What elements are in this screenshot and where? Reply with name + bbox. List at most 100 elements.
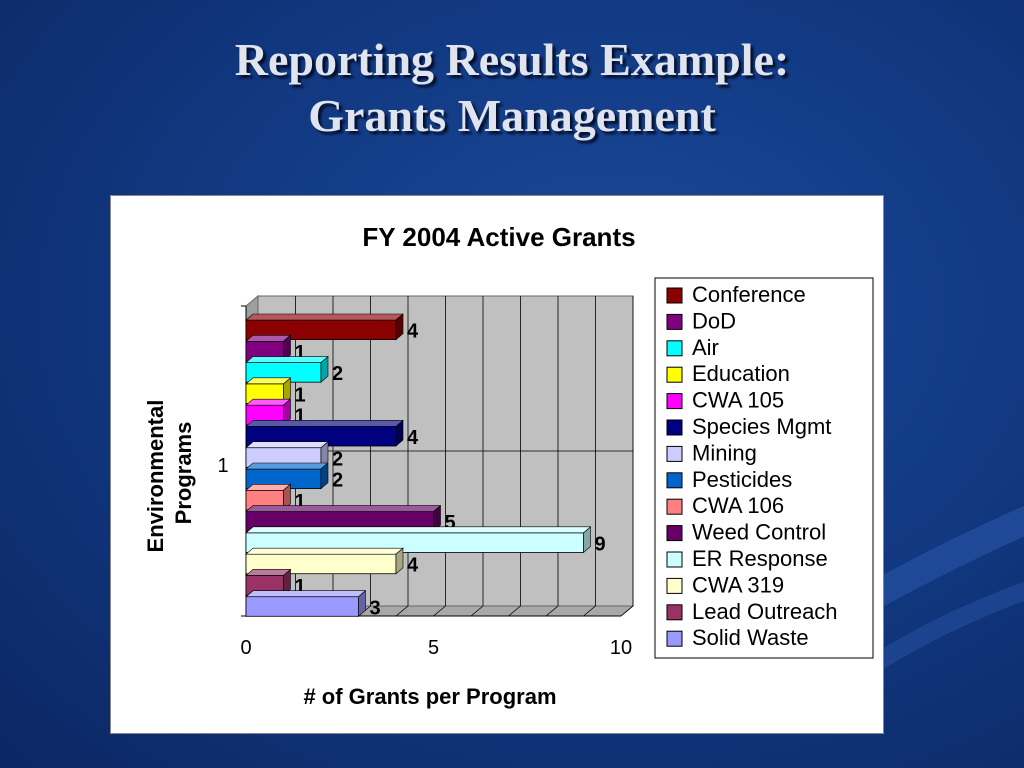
bar-top bbox=[245, 569, 292, 576]
floor-gridline bbox=[508, 605, 521, 617]
y-axis-label-line-2: Programs bbox=[171, 422, 196, 525]
data-label: 4 bbox=[407, 321, 419, 343]
bar-cwa-319: 4 bbox=[245, 547, 419, 577]
bar-weed-control: 5 bbox=[245, 504, 456, 534]
bar-conference: 4 bbox=[245, 313, 419, 343]
data-label: 1 bbox=[295, 406, 306, 428]
legend-label: Solid Waste bbox=[692, 625, 809, 650]
legend-swatch bbox=[666, 630, 683, 647]
legend-label: Education bbox=[692, 361, 790, 386]
slide-title-line-1: Reporting Results Example: bbox=[234, 34, 790, 85]
bar-top bbox=[245, 377, 292, 385]
legend-swatch bbox=[666, 445, 683, 462]
legend-item: Conference bbox=[666, 282, 806, 307]
legend-label: Pesticides bbox=[692, 467, 792, 492]
data-label: 9 bbox=[595, 533, 606, 555]
legend-item: ER Response bbox=[666, 546, 828, 571]
legend-swatch bbox=[666, 472, 683, 489]
bar-top bbox=[245, 462, 329, 470]
legend-label: CWA 319 bbox=[692, 572, 784, 597]
legend-label: CWA 105 bbox=[692, 388, 784, 413]
legend-item: Species Mgmt bbox=[666, 414, 831, 439]
data-label: 1 bbox=[295, 576, 306, 598]
bar-top bbox=[245, 334, 292, 342]
legend-item: Air bbox=[666, 335, 719, 360]
bar-lead-outreach: 1 bbox=[245, 568, 306, 598]
legend-swatch bbox=[666, 393, 683, 410]
bar-top bbox=[245, 441, 329, 449]
bar-side bbox=[395, 547, 404, 575]
data-label: 2 bbox=[332, 448, 343, 470]
legend-label: Conference bbox=[692, 282, 806, 307]
bar-top bbox=[245, 398, 292, 406]
legend-swatch bbox=[666, 551, 683, 568]
legend-item: Weed Control bbox=[666, 520, 826, 545]
data-label: 5 bbox=[445, 512, 456, 534]
bar-side bbox=[283, 483, 291, 511]
bar-air: 2 bbox=[245, 355, 343, 385]
x-tick-label: 5 bbox=[428, 637, 439, 659]
data-label: 1 bbox=[295, 491, 306, 513]
x-axis-label: # of Grants per Program bbox=[303, 684, 556, 709]
bar-mining: 2 bbox=[245, 441, 343, 470]
floor-gridline bbox=[545, 605, 559, 617]
bar-side bbox=[433, 504, 441, 532]
legend-label: Air bbox=[692, 335, 719, 360]
bar-front bbox=[245, 596, 359, 617]
bar-side bbox=[283, 568, 291, 596]
legend-box bbox=[654, 277, 874, 659]
floor-gridline bbox=[620, 605, 634, 617]
bar-cwa-105: 1 bbox=[245, 398, 306, 428]
slide-title-line-2: Grants Management bbox=[308, 90, 716, 141]
bar-top bbox=[245, 526, 592, 534]
bar-top bbox=[245, 547, 404, 555]
x-axis-ticks: 0 5 10 bbox=[240, 637, 632, 659]
legend-swatch bbox=[666, 577, 683, 594]
legend-label: DoD bbox=[692, 308, 736, 333]
legend-swatch bbox=[666, 366, 683, 383]
bar-species-mgmt: 4 bbox=[245, 419, 419, 449]
y-axis-label-line-1: Environmental bbox=[143, 400, 168, 553]
y-axis-label: Environmental Programs bbox=[143, 394, 196, 553]
bar-side bbox=[395, 313, 404, 341]
bar-education: 1 bbox=[245, 377, 306, 406]
legend-swatch bbox=[666, 340, 683, 357]
bar-side bbox=[283, 377, 291, 405]
legend-label: ER Response bbox=[692, 546, 828, 571]
legend-item: Mining bbox=[666, 440, 757, 465]
legend-item: DoD bbox=[666, 308, 736, 333]
bar-side bbox=[583, 526, 591, 554]
bar-top bbox=[245, 590, 367, 598]
data-label: 2 bbox=[332, 470, 343, 492]
legend-swatch bbox=[666, 498, 683, 515]
floor-gridline bbox=[583, 605, 596, 617]
x-tick-label: 0 bbox=[240, 637, 251, 659]
legend-label: Mining bbox=[692, 440, 757, 465]
floor-gridline bbox=[433, 605, 446, 617]
legend-label: Species Mgmt bbox=[692, 414, 831, 439]
data-label: 1 bbox=[295, 342, 306, 364]
legend-item: Lead Outreach bbox=[666, 599, 838, 624]
legend-item: Education bbox=[666, 361, 790, 386]
bar-solid-waste: 3 bbox=[245, 590, 381, 619]
legend-swatch bbox=[666, 313, 683, 330]
bar-side bbox=[395, 419, 404, 447]
data-label: 3 bbox=[370, 597, 381, 619]
floor-gridline bbox=[470, 605, 484, 617]
bar-dod: 1 bbox=[245, 334, 306, 364]
data-label: 4 bbox=[407, 427, 419, 449]
legend-item: Solid Waste bbox=[666, 625, 809, 650]
bar-top bbox=[245, 505, 442, 512]
legend-swatch bbox=[666, 604, 683, 621]
bar-top bbox=[245, 420, 404, 427]
legend-item: CWA 106 bbox=[666, 493, 784, 518]
bar-side bbox=[358, 590, 366, 617]
bar-side bbox=[320, 355, 329, 383]
legend-item: CWA 319 bbox=[666, 572, 784, 597]
legend-label: CWA 106 bbox=[692, 493, 784, 518]
bar-side bbox=[283, 398, 291, 426]
